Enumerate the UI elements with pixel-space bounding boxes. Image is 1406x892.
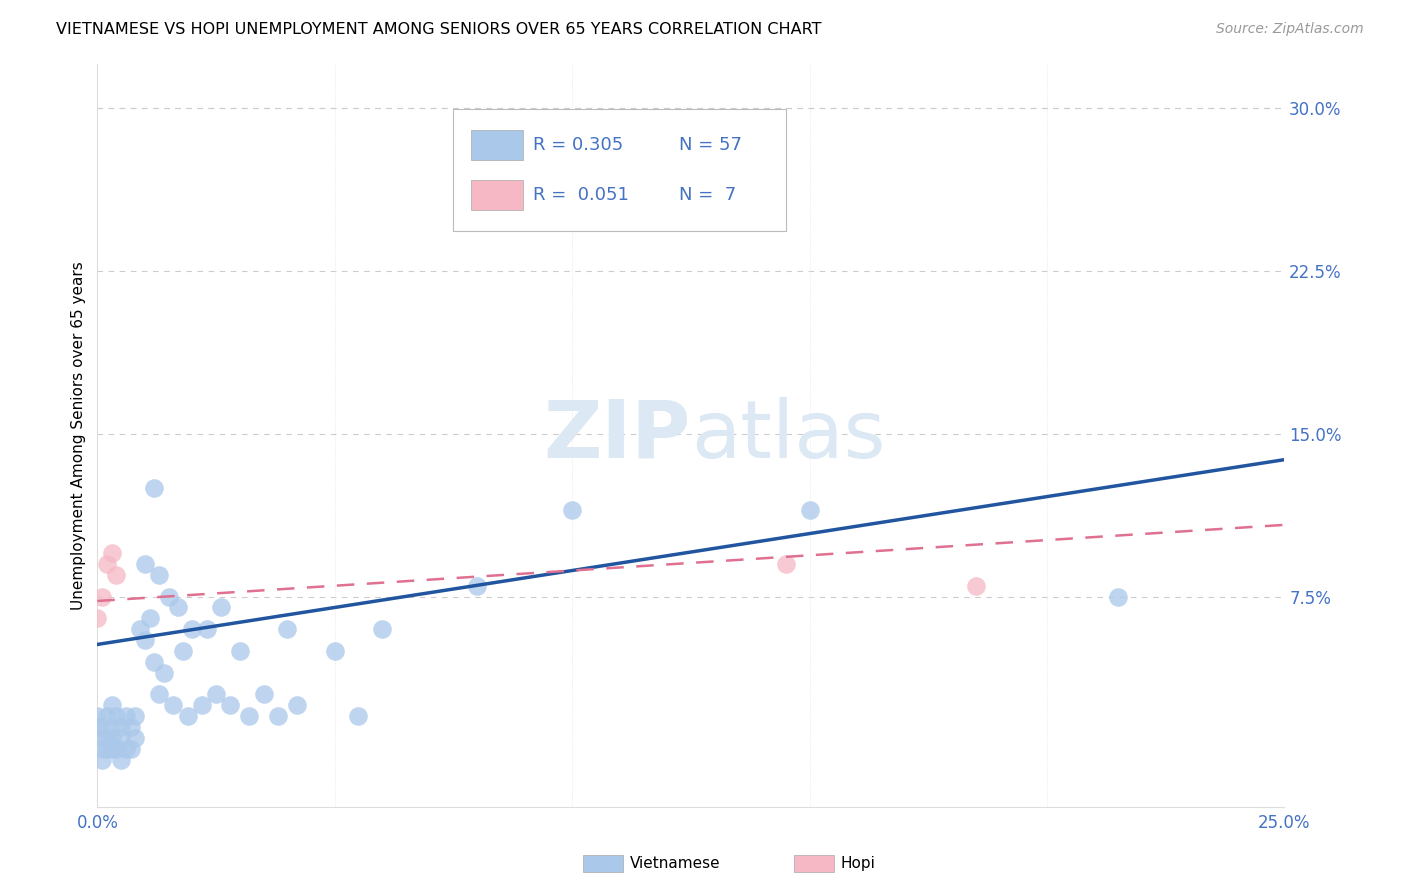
- Point: [91, 753, 114, 767]
- Text: Source: ZipAtlas.com: Source: ZipAtlas.com: [1216, 22, 1364, 37]
- Point: [86, 611, 108, 625]
- Point: [96, 709, 118, 723]
- Point: [100, 720, 122, 734]
- Point: [120, 720, 142, 734]
- Text: R = 0.305: R = 0.305: [533, 136, 623, 153]
- Point: [96, 741, 118, 756]
- FancyBboxPatch shape: [454, 109, 786, 231]
- Point: [267, 709, 290, 723]
- FancyBboxPatch shape: [471, 180, 523, 211]
- Point: [100, 741, 122, 756]
- Point: [105, 567, 128, 582]
- Text: ZIP: ZIP: [544, 397, 690, 475]
- Point: [1107, 590, 1129, 604]
- Point: [120, 741, 142, 756]
- Text: N =  7: N = 7: [679, 186, 737, 204]
- Point: [115, 709, 138, 723]
- Point: [91, 741, 114, 756]
- Point: [162, 698, 184, 713]
- Point: [100, 546, 122, 560]
- Point: [105, 709, 128, 723]
- Text: R =  0.051: R = 0.051: [533, 186, 628, 204]
- Point: [100, 731, 122, 745]
- Point: [561, 502, 583, 516]
- Point: [285, 698, 308, 713]
- Point: [129, 622, 152, 636]
- Point: [172, 644, 194, 658]
- Point: [115, 741, 138, 756]
- Point: [219, 698, 242, 713]
- Point: [134, 557, 156, 571]
- Point: [775, 557, 797, 571]
- Point: [191, 698, 214, 713]
- Text: atlas: atlas: [690, 397, 886, 475]
- Point: [100, 698, 122, 713]
- Point: [252, 688, 274, 702]
- Point: [167, 600, 190, 615]
- Point: [105, 741, 128, 756]
- Point: [86, 709, 108, 723]
- Point: [143, 481, 166, 495]
- Text: VIETNAMESE VS HOPI UNEMPLOYMENT AMONG SENIORS OVER 65 YEARS CORRELATION CHART: VIETNAMESE VS HOPI UNEMPLOYMENT AMONG SE…: [56, 22, 821, 37]
- Point: [276, 622, 298, 636]
- Point: [176, 709, 198, 723]
- FancyBboxPatch shape: [471, 129, 523, 160]
- Point: [238, 709, 260, 723]
- Point: [110, 753, 132, 767]
- Point: [195, 622, 218, 636]
- Point: [465, 579, 488, 593]
- Point: [91, 720, 114, 734]
- Point: [143, 655, 166, 669]
- Point: [110, 731, 132, 745]
- Point: [134, 633, 156, 648]
- Point: [371, 622, 394, 636]
- Point: [229, 644, 252, 658]
- Point: [965, 579, 987, 593]
- Point: [86, 720, 108, 734]
- Text: Hopi: Hopi: [841, 856, 876, 871]
- Point: [110, 720, 132, 734]
- Point: [96, 557, 118, 571]
- Point: [799, 502, 821, 516]
- Point: [124, 731, 146, 745]
- Point: [347, 709, 370, 723]
- Point: [91, 590, 114, 604]
- Point: [209, 600, 232, 615]
- Point: [148, 688, 170, 702]
- Text: N = 57: N = 57: [679, 136, 742, 153]
- Point: [205, 688, 228, 702]
- Point: [138, 611, 160, 625]
- Y-axis label: Unemployment Among Seniors over 65 years: Unemployment Among Seniors over 65 years: [72, 261, 86, 610]
- Point: [148, 567, 170, 582]
- Point: [96, 731, 118, 745]
- Point: [91, 731, 114, 745]
- Point: [323, 644, 346, 658]
- Point: [157, 590, 180, 604]
- Text: Vietnamese: Vietnamese: [630, 856, 720, 871]
- Point: [181, 622, 204, 636]
- Point: [124, 709, 146, 723]
- Point: [153, 665, 176, 680]
